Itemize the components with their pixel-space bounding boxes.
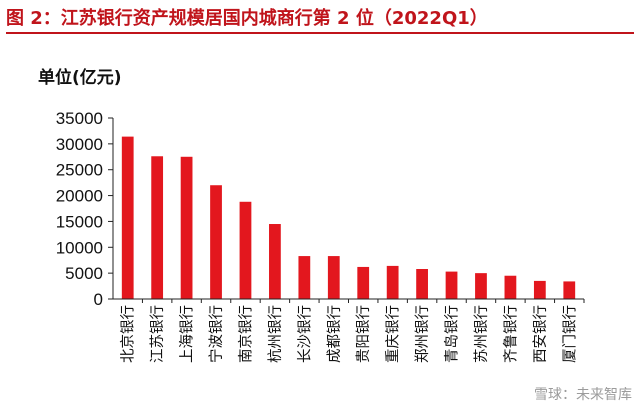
watermark: 雪球：未来智库 — [534, 387, 632, 403]
x-category-label: 杭州银行 — [267, 305, 284, 363]
x-category-label: 重庆银行 — [385, 305, 402, 363]
y-tick-label: 30000 — [56, 135, 103, 154]
bar — [445, 271, 458, 299]
bar — [357, 266, 370, 299]
bars — [121, 136, 585, 303]
x-category-label: 江苏银行 — [149, 305, 166, 363]
bar — [475, 273, 487, 299]
x-category-label: 南京银行 — [237, 305, 254, 363]
bar — [298, 256, 311, 299]
y-axis-unit-label: 单位(亿元) — [38, 68, 122, 88]
x-category-label: 厦门银行 — [561, 305, 578, 363]
bar — [563, 281, 576, 299]
x-category-label: 青岛银行 — [444, 305, 461, 363]
y-tick-label: 10000 — [56, 238, 103, 257]
x-axis-labels: 北京银行 江苏银行 上海银行 宁波银行 南京银行 杭州银行 长沙银行 成都银行 贵阳银行 重庆银行… — [120, 305, 579, 363]
bar — [121, 136, 134, 299]
y-tick-label: 20000 — [56, 187, 103, 206]
figure-title: 图 2：江苏银行资产规模居国内城商行第 2 位（2022Q1） — [6, 8, 488, 29]
y-tick-label: 5000 — [65, 264, 103, 283]
x-category-label: 北京银行 — [120, 305, 137, 363]
bar — [327, 256, 340, 299]
bar — [269, 224, 281, 299]
x-category-label: 西安银行 — [532, 305, 549, 363]
x-category-label: 齐鲁银行 — [502, 305, 519, 363]
y-axis-ticks: 0 5000 10000 15000 20000 25000 30000 35000 — [56, 109, 113, 309]
bar — [533, 280, 546, 299]
bar — [504, 275, 517, 299]
bar — [239, 201, 252, 299]
bar — [210, 185, 222, 299]
bar — [416, 269, 428, 299]
y-tick-label: 25000 — [56, 161, 103, 180]
x-category-label: 宁波银行 — [208, 305, 225, 363]
x-category-label: 郑州银行 — [414, 305, 431, 363]
title-divider — [6, 32, 634, 34]
x-category-label: 贵阳银行 — [355, 305, 372, 363]
bar — [151, 156, 164, 299]
x-category-label: 苏州银行 — [473, 305, 490, 363]
y-tick-label: 35000 — [56, 109, 103, 128]
bar — [386, 265, 399, 299]
x-category-label: 成都银行 — [326, 305, 343, 363]
y-tick-label: 15000 — [56, 212, 103, 231]
y-tick-label: 0 — [94, 290, 103, 309]
x-category-label: 长沙银行 — [296, 305, 313, 363]
bar — [180, 156, 193, 299]
x-category-label: 上海银行 — [179, 305, 196, 363]
